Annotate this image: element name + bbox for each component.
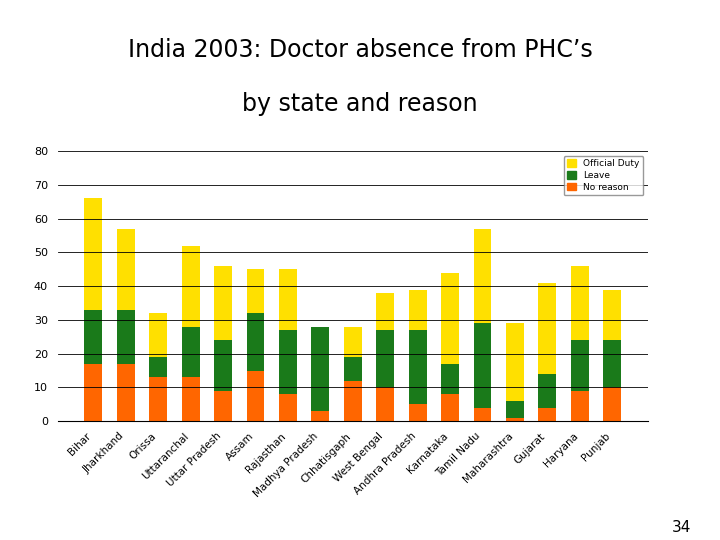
Bar	[377, 388, 394, 421]
Bar	[246, 269, 264, 313]
Bar	[84, 198, 102, 310]
Bar	[214, 340, 232, 391]
Bar	[409, 330, 426, 404]
Bar	[84, 364, 102, 421]
Bar	[214, 391, 232, 421]
Bar	[181, 246, 199, 327]
Bar	[149, 377, 167, 421]
Bar	[539, 374, 557, 408]
Bar	[539, 283, 557, 374]
Bar	[377, 293, 394, 330]
Bar	[571, 266, 589, 340]
Bar	[344, 381, 361, 421]
Bar	[149, 313, 167, 357]
Text: 34: 34	[672, 519, 691, 535]
Bar	[571, 340, 589, 391]
Bar	[279, 269, 297, 330]
Text: by state and reason: by state and reason	[242, 92, 478, 116]
Bar	[409, 289, 426, 330]
Bar	[441, 364, 459, 394]
Bar	[506, 323, 524, 401]
Bar	[181, 327, 199, 377]
Bar	[506, 401, 524, 418]
Bar	[377, 330, 394, 388]
Bar	[246, 313, 264, 370]
Bar	[571, 391, 589, 421]
Bar	[214, 266, 232, 340]
Bar	[117, 364, 135, 421]
Bar	[506, 418, 524, 421]
Bar	[409, 404, 426, 421]
Legend: Official Duty, Leave, No reason: Official Duty, Leave, No reason	[564, 156, 644, 195]
Bar	[84, 310, 102, 364]
Bar	[441, 394, 459, 421]
Bar	[344, 327, 361, 357]
Bar	[441, 273, 459, 364]
Bar	[603, 388, 621, 421]
Bar	[279, 330, 297, 394]
Bar	[539, 408, 557, 421]
Bar	[603, 340, 621, 388]
Bar	[344, 357, 361, 381]
Bar	[312, 327, 329, 411]
Bar	[149, 357, 167, 377]
Bar	[117, 229, 135, 310]
Bar	[603, 289, 621, 340]
Bar	[279, 394, 297, 421]
Bar	[474, 229, 492, 323]
Bar	[117, 310, 135, 364]
Bar	[246, 370, 264, 421]
Text: India 2003: Doctor absence from PHC’s: India 2003: Doctor absence from PHC’s	[127, 38, 593, 62]
Bar	[474, 323, 492, 408]
Bar	[474, 408, 492, 421]
Bar	[181, 377, 199, 421]
Bar	[312, 411, 329, 421]
